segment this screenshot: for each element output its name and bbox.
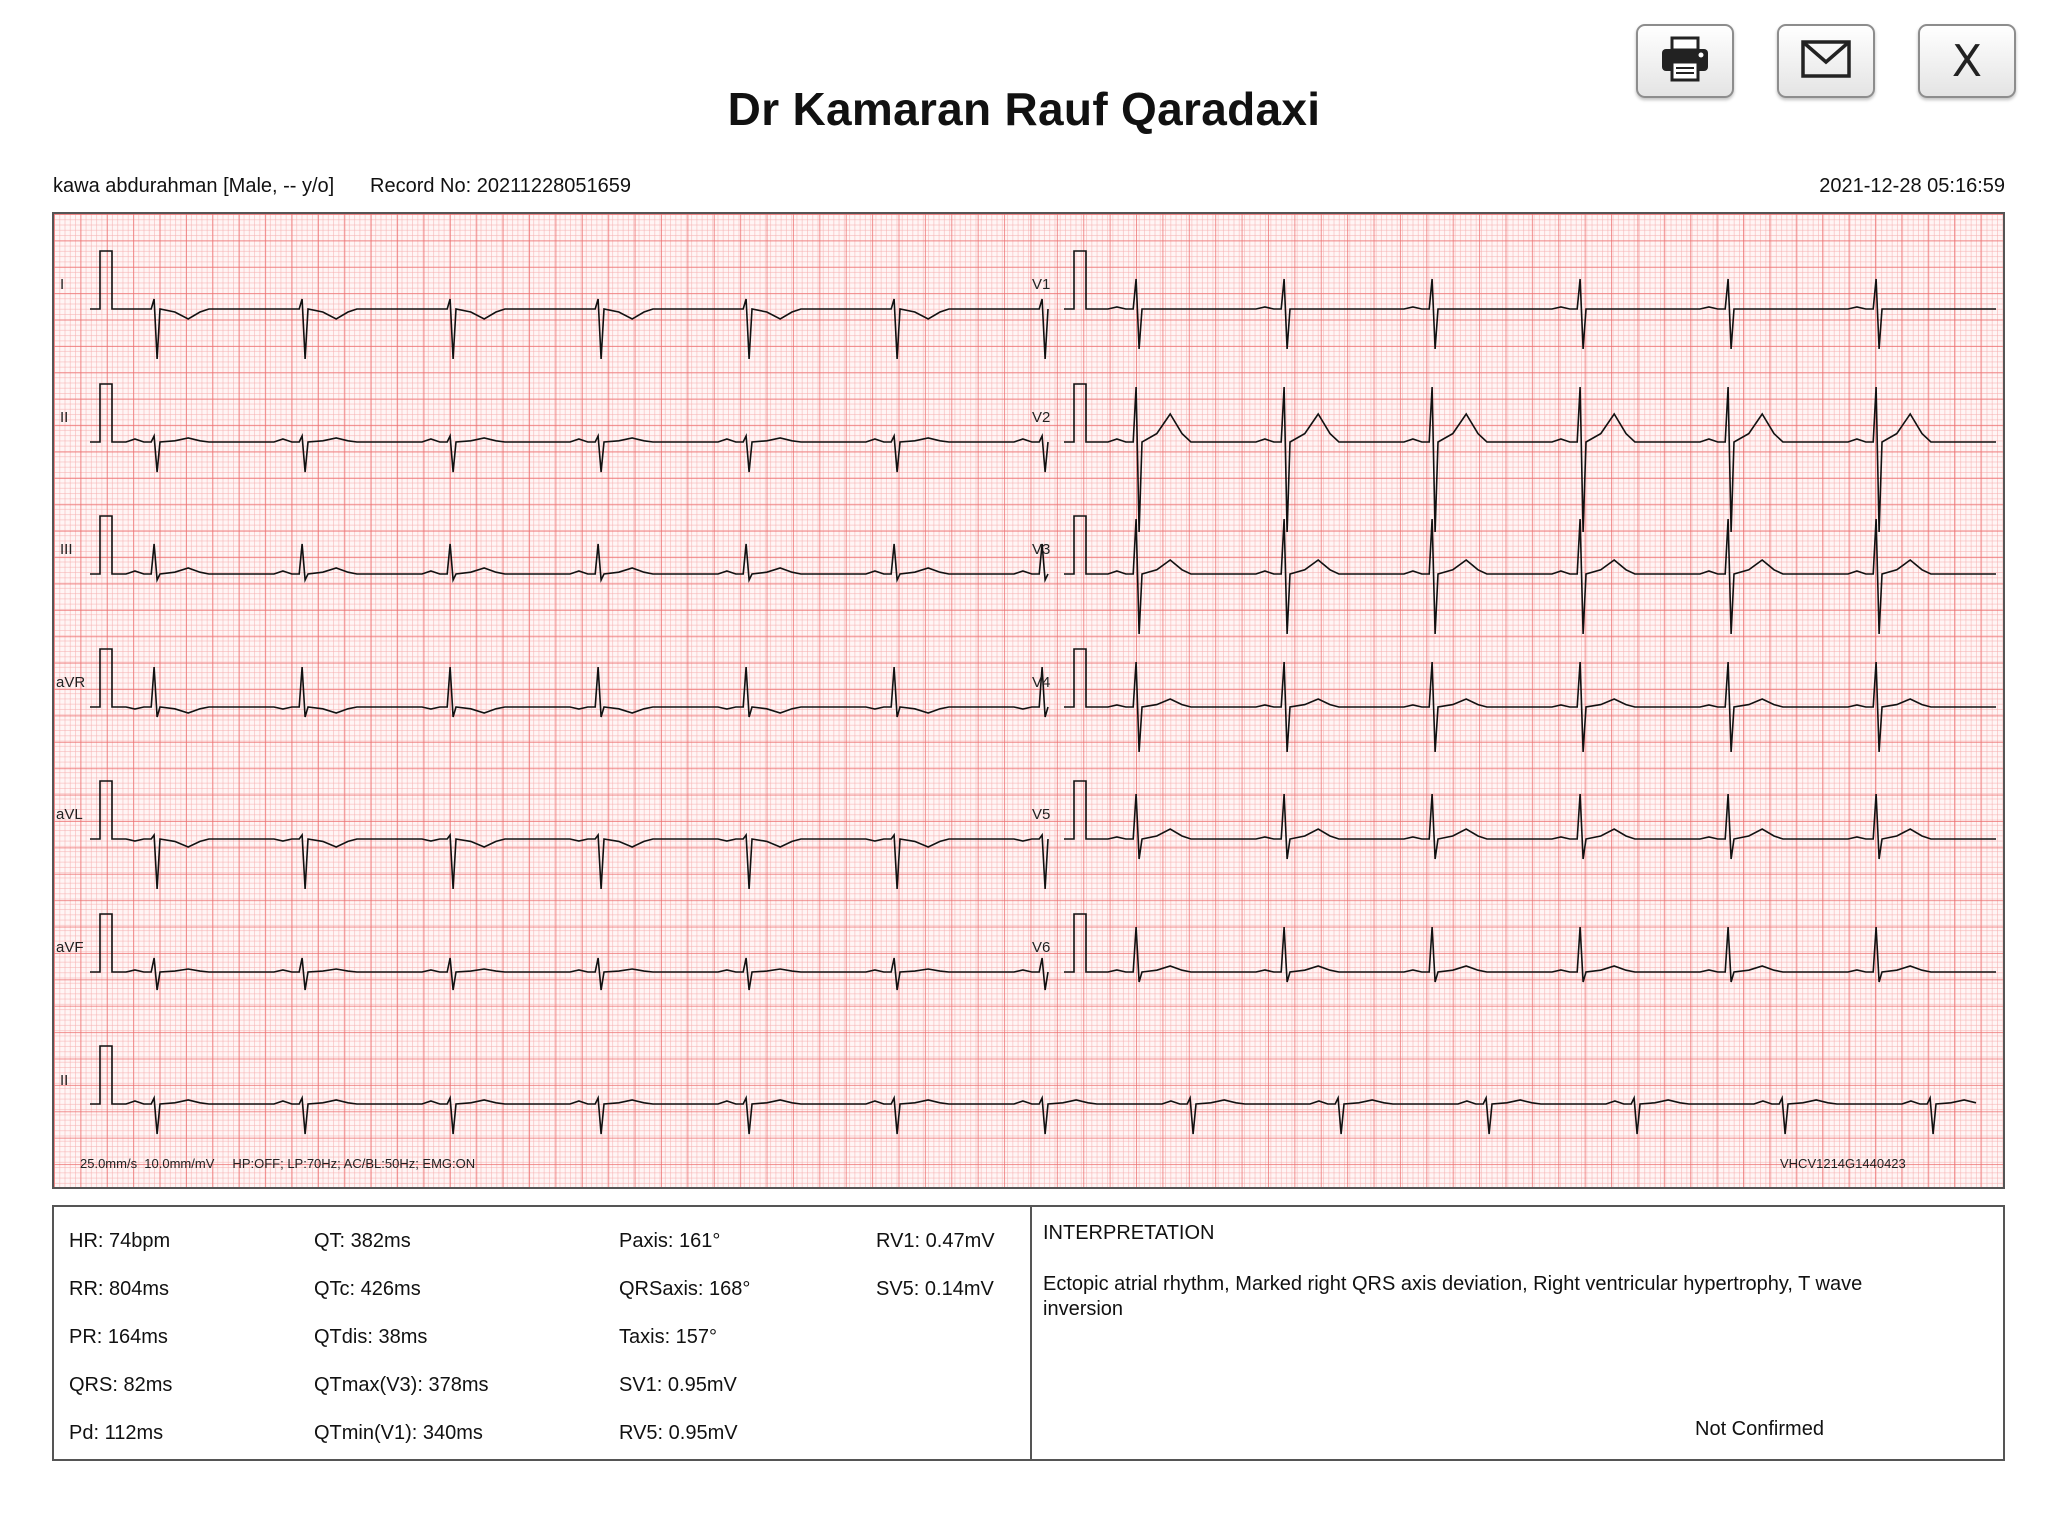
lead-label-I: I [60, 276, 65, 293]
confirmation-status: Not Confirmed [1695, 1418, 1824, 1440]
lead-label-III: III [60, 541, 73, 558]
ecg-chart: I II III aVR aVL aVF V1 V2 V3 V4 V5 V6 I… [52, 212, 2005, 1189]
lead-label-aVR: aVR [56, 674, 86, 691]
ecg-trace-V1 [1064, 250, 1996, 350]
lead-label-V4: V4 [1032, 674, 1051, 691]
lead-label-V5: V5 [1032, 806, 1051, 823]
measure-qrs: QRS: 82ms [69, 1374, 173, 1396]
measure-qtmin: QTmin(V1): 340ms [314, 1422, 483, 1444]
ecg-trace-V3 [1064, 515, 1996, 635]
ecg-trace-aVF [90, 913, 1049, 991]
ecg-trace-V2 [1064, 383, 1996, 533]
envelope-icon [1801, 39, 1851, 83]
record-number: Record No: 20211228051659 [370, 175, 631, 197]
ecg-trace-III [90, 515, 1049, 583]
measure-sv1: SV1: 0.95mV [619, 1374, 737, 1396]
ecg-trace-V5 [1064, 780, 1996, 860]
measure-hr: HR: 74bpm [69, 1230, 171, 1252]
measure-pr: PR: 164ms [69, 1326, 168, 1348]
measure-sv5: SV5: 0.14mV [876, 1278, 994, 1300]
measure-paxis: Paxis: 161° [619, 1230, 721, 1252]
ecg-trace-aVR [90, 648, 1049, 718]
lead-label-II: II [60, 409, 69, 426]
interpretation-text: Ectopic atrial rhythm, Marked right QRS … [1043, 1273, 1863, 1320]
ecg-trace-II [90, 1045, 1977, 1135]
measurements-panel [52, 1205, 2005, 1461]
panel-divider [1030, 1205, 1032, 1461]
measure-rv1: RV1: 0.47mV [876, 1230, 995, 1252]
measure-taxis: Taxis: 157° [619, 1326, 718, 1348]
page-title: Dr Kamaran Rauf Qaradaxi [727, 83, 1321, 135]
measure-pd: Pd: 112ms [69, 1422, 164, 1444]
measure-qtc: QTc: 426ms [314, 1278, 421, 1300]
lead-label-V2: V2 [1032, 409, 1051, 426]
measure-qtmax: QTmax(V3): 378ms [314, 1374, 489, 1396]
lead-label-V1: V1 [1032, 276, 1051, 293]
measure-rr: RR: 804ms [69, 1278, 170, 1300]
device-id: VHCV1214G1440423 [1780, 1156, 1906, 1171]
printer-icon [1660, 36, 1710, 87]
ecg-trace-I [90, 250, 1049, 360]
measure-qt: QT: 382ms [314, 1230, 411, 1252]
ecg-trace-aVL [90, 780, 1049, 890]
ecg-trace-II [90, 383, 1049, 473]
measure-rv5: RV5: 0.95mV [619, 1422, 738, 1444]
lead-label-rhythm-II: II [60, 1072, 69, 1089]
ecg-settings: 25.0mm/s 10.0mm/mV HP:OFF; LP:70Hz; AC/B… [80, 1156, 476, 1171]
interpretation-title: INTERPRETATION [1043, 1222, 1215, 1244]
ecg-trace-V6 [1064, 913, 1996, 983]
measure-qtdis: QTdis: 38ms [314, 1326, 428, 1348]
patient-info: kawa abdurahman [Male, -- y/o] [53, 175, 335, 197]
close-button[interactable]: X [1918, 24, 2016, 98]
email-button[interactable] [1777, 24, 1875, 98]
ecg-traces [90, 250, 1996, 1135]
close-icon: X [1951, 35, 1983, 87]
lead-label-V6: V6 [1032, 939, 1051, 956]
lead-label-aVF: aVF [56, 939, 84, 956]
record-datetime: 2021-12-28 05:16:59 [1819, 175, 2005, 197]
measure-qrsaxis: QRSaxis: 168° [619, 1278, 751, 1300]
lead-label-aVL: aVL [56, 806, 83, 823]
print-button[interactable] [1636, 24, 1734, 98]
ecg-trace-V4 [1064, 648, 1996, 753]
lead-label-V3: V3 [1032, 541, 1051, 558]
